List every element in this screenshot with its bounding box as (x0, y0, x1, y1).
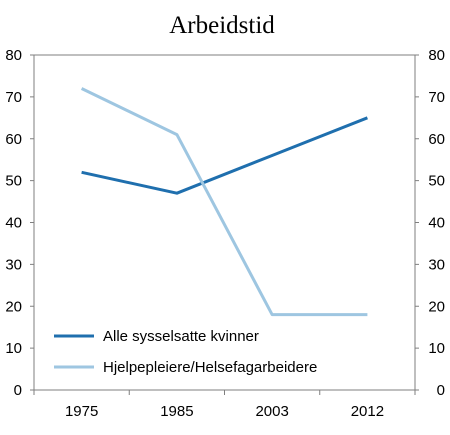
chart-title: Arbeidstid (169, 12, 275, 39)
left-y-tick-label: 50 (5, 173, 22, 190)
right-y-tick-label: 50 (428, 173, 445, 190)
x-tick-label: 1985 (160, 403, 193, 420)
x-tick-label: 2003 (255, 403, 288, 420)
right-y-tick-label: 40 (428, 215, 445, 232)
left-y-axis: 0 10 20 30 40 50 60 70 80 (5, 47, 34, 399)
right-y-tick-label: 60 (428, 131, 445, 148)
series-line-2 (80, 87, 368, 317)
right-y-tick-label: 0 (437, 382, 445, 399)
left-y-tick-label: 40 (5, 215, 22, 232)
left-y-tick-label: 80 (5, 47, 22, 64)
legend-label-2: Hjelpepleiere/Helsefagarbeidere (103, 359, 317, 376)
right-y-tick-label: 10 (428, 340, 445, 357)
x-tick-label: 2012 (351, 403, 384, 420)
right-y-tick-label: 20 (428, 298, 445, 315)
legend: Alle sysselsatte kvinner Hjelpepleiere/He… (54, 328, 317, 376)
x-tick-label: 1975 (65, 403, 98, 420)
right-y-tick-label: 30 (428, 256, 445, 273)
series-layer (80, 87, 368, 317)
right-y-tick-label: 80 (428, 47, 445, 64)
left-y-tick-label: 70 (5, 89, 22, 106)
left-y-tick-label: 30 (5, 256, 22, 273)
left-y-tick-label: 0 (14, 382, 22, 399)
left-y-tick-label: 20 (5, 298, 22, 315)
legend-label-1: Alle sysselsatte kvinner (103, 328, 259, 345)
x-axis: 1975 1985 2003 2012 (33, 390, 416, 420)
left-y-tick-label: 60 (5, 131, 22, 148)
series-line-1 (81, 116, 368, 195)
right-y-axis: 0 10 20 30 40 50 60 70 80 (415, 47, 445, 399)
right-y-tick-label: 70 (428, 89, 445, 106)
left-y-tick-label: 10 (5, 340, 22, 357)
